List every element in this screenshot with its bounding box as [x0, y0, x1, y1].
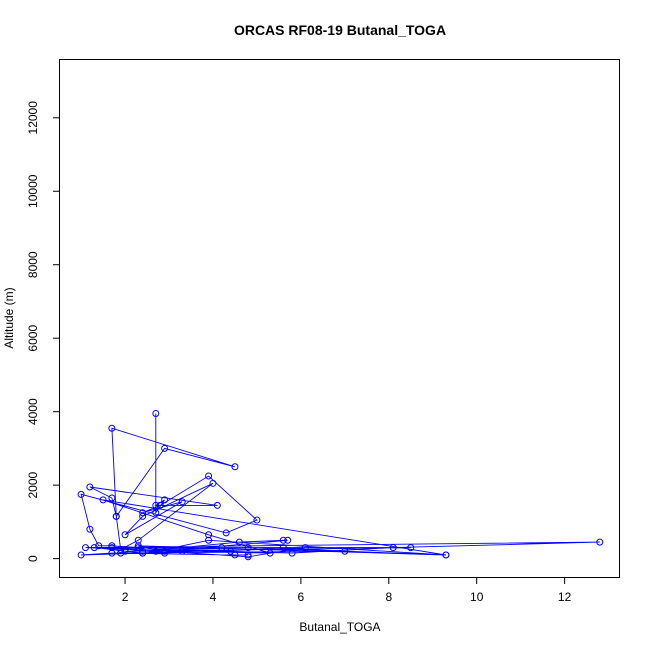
- data-point: [152, 501, 160, 509]
- data-point: [95, 542, 103, 550]
- y-tick-label: 4000: [26, 398, 40, 425]
- data-point: [139, 549, 147, 557]
- data-point: [205, 536, 213, 544]
- data-point: [301, 544, 309, 552]
- data-point: [244, 544, 252, 552]
- data-point: [81, 544, 89, 552]
- data-point: [117, 545, 125, 553]
- data-point: [77, 551, 85, 559]
- data-point: [161, 547, 169, 555]
- plot-frame: [59, 59, 620, 578]
- data-point: [279, 536, 287, 544]
- data-point: [218, 544, 226, 552]
- x-tick-label: 10: [470, 590, 484, 604]
- data-point: [139, 547, 147, 555]
- data-point: [90, 544, 98, 552]
- x-axis-label: Butanal_TOGA: [299, 620, 380, 634]
- data-point: [121, 547, 129, 555]
- data-point: [442, 551, 450, 559]
- data-point: [108, 549, 116, 557]
- x-tick-label: 6: [298, 590, 305, 604]
- data-point: [284, 536, 292, 544]
- data-point: [205, 472, 213, 480]
- data-point: [152, 547, 160, 555]
- data-point: [152, 410, 160, 418]
- data-point: [121, 545, 129, 553]
- data-point: [77, 490, 85, 498]
- series-lines: [80, 413, 600, 558]
- chart-title: ORCAS RF08-19 Butanal_TOGA: [234, 22, 446, 38]
- data-point: [152, 509, 160, 517]
- y-axis-label: Altitude (m): [2, 287, 16, 348]
- data-point: [222, 529, 230, 537]
- series-points: [77, 410, 604, 561]
- data-point: [231, 463, 239, 471]
- data-point: [178, 547, 186, 555]
- data-point: [134, 542, 142, 550]
- y-tick-label: 6000: [26, 325, 40, 352]
- data-point: [156, 501, 164, 509]
- data-point: [161, 496, 169, 504]
- y-tick-label: 12000: [26, 101, 40, 135]
- data-point: [86, 525, 94, 533]
- data-point: [108, 424, 116, 432]
- data-point: [244, 553, 252, 561]
- data-point: [139, 512, 147, 520]
- data-point: [244, 551, 252, 559]
- data-point: [161, 444, 169, 452]
- data-point: [86, 483, 94, 491]
- y-tick-label: 10000: [26, 174, 40, 208]
- data-point: [231, 551, 239, 559]
- data-point: [213, 501, 221, 509]
- data-point: [253, 516, 261, 524]
- data-point: [596, 538, 604, 546]
- data-point: [341, 547, 349, 555]
- y-tick-label: 0: [26, 555, 40, 562]
- data-point: [209, 479, 217, 487]
- data-point: [227, 547, 235, 555]
- data-point: [279, 544, 287, 552]
- data-point: [134, 544, 142, 552]
- series-line: [80, 413, 600, 558]
- data-point: [117, 549, 125, 557]
- data-point: [112, 512, 120, 520]
- data-point: [108, 494, 116, 502]
- data-point: [389, 544, 397, 552]
- y-axis: 0 2000 4000 6000 8000 10000 12000: [26, 101, 60, 562]
- data-point: [161, 549, 169, 557]
- x-tick-label: 8: [385, 590, 392, 604]
- data-point: [407, 544, 415, 552]
- x-axis: 2 4 6 8 10 12: [122, 577, 572, 604]
- data-point: [139, 509, 147, 517]
- data-point: [121, 531, 129, 539]
- data-point: [266, 549, 274, 557]
- data-point: [178, 498, 186, 506]
- y-tick-label: 2000: [26, 471, 40, 498]
- x-tick-label: 12: [558, 590, 572, 604]
- data-point: [235, 538, 243, 546]
- x-tick-label: 4: [210, 590, 217, 604]
- x-tick-label: 2: [122, 590, 129, 604]
- data-point: [108, 542, 116, 550]
- data-point: [288, 549, 296, 557]
- data-point: [99, 496, 107, 504]
- y-tick-label: 8000: [26, 251, 40, 278]
